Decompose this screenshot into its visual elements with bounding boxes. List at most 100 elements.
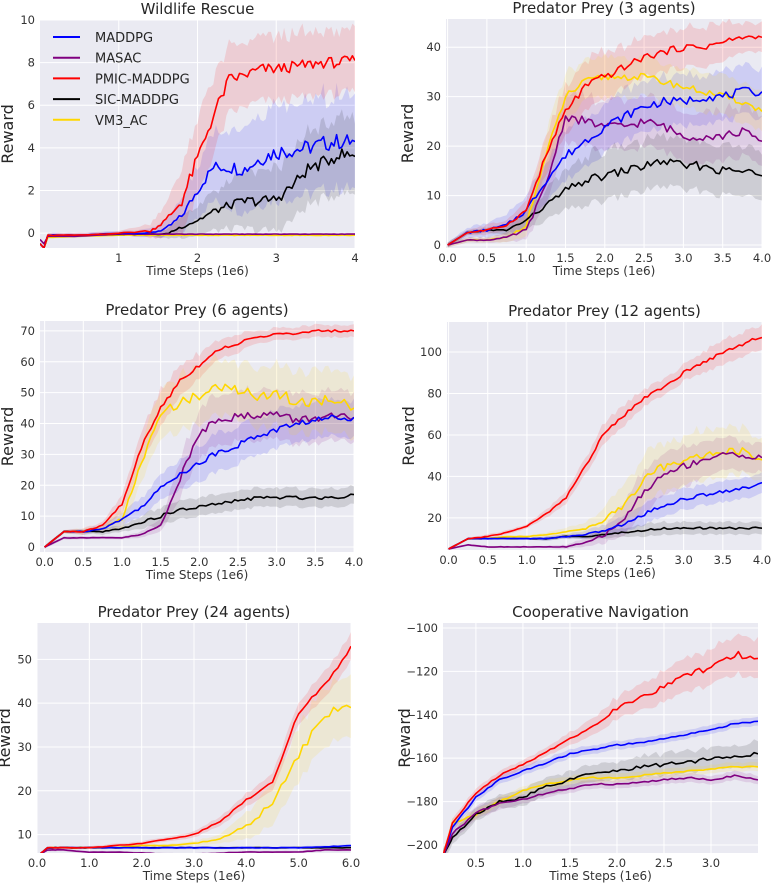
- x-tick-label: 4.0: [345, 555, 363, 569]
- x-tick-label: 4.0: [237, 856, 255, 870]
- y-tick-label: 6: [28, 98, 35, 112]
- x-tick-label: 0.0: [439, 553, 457, 567]
- y-tick-label: −100: [406, 621, 438, 635]
- line-masac: [44, 411, 354, 548]
- band-pmic-maddpg: [40, 632, 351, 853]
- y-tick-label: −140: [406, 708, 438, 722]
- legend-label: SIC-MADDPG: [95, 93, 179, 108]
- y-axis-label: Reward: [0, 104, 17, 164]
- legend-label: VM3_AC: [95, 114, 148, 129]
- y-tick-label: −200: [406, 838, 438, 852]
- y-tick-label: 10: [20, 509, 35, 523]
- y-tick-label: 20: [427, 511, 442, 525]
- band-sic-maddpg: [447, 132, 762, 248]
- x-tick-label: 4: [351, 251, 358, 265]
- x-axis-label: Time Steps (1e6): [552, 264, 656, 278]
- line-vm3-ac: [448, 447, 762, 550]
- line-sic-maddpg: [447, 158, 762, 246]
- y-tick-label: 8: [28, 56, 35, 70]
- x-tick-label: 2: [194, 251, 201, 265]
- x-tick-label: 2.0: [596, 251, 614, 265]
- band-maddpg: [40, 844, 351, 853]
- x-tick-label: 0.0: [438, 251, 456, 265]
- x-tick-label: 2.0: [596, 553, 614, 567]
- band-pmic-maddpg: [443, 633, 758, 853]
- subplot-title: Predator Prey (24 agents): [98, 603, 291, 621]
- x-axis-label: Time Steps (1e6): [142, 869, 246, 883]
- band-masac: [44, 385, 354, 549]
- x-tick-label: 2.5: [635, 251, 653, 265]
- series-group: [40, 23, 355, 248]
- line-maddpg: [443, 720, 758, 853]
- line-pmic-maddpg: [44, 329, 354, 548]
- x-tick-label: 3.5: [714, 251, 732, 265]
- x-tick-label: 1.0: [514, 856, 532, 870]
- y-tick-label: 40: [20, 417, 35, 431]
- y-tick-label: 2: [28, 183, 35, 197]
- subplot-title: Predator Prey (3 agents): [512, 0, 695, 17]
- series-group: [44, 323, 354, 549]
- y-tick-label: 30: [20, 447, 35, 461]
- x-tick-label: 3.0: [185, 856, 203, 870]
- line-pmic-maddpg: [443, 650, 758, 853]
- band-masac: [443, 770, 758, 853]
- line-masac: [443, 774, 758, 853]
- x-tick-label: 1.5: [152, 555, 170, 569]
- x-tick-label: 2.0: [133, 856, 151, 870]
- legend-label: MADDPG: [95, 31, 153, 46]
- series-group: [448, 324, 762, 550]
- y-tick-label: 30: [17, 740, 32, 754]
- x-tick-label: 5.0: [290, 856, 308, 870]
- legend-item-vm3-ac: VM3_AC: [53, 114, 148, 129]
- band-pmic-maddpg: [44, 323, 354, 549]
- x-tick-label: 3.5: [714, 553, 732, 567]
- y-tick-label: 40: [427, 469, 442, 483]
- y-tick-label: 0: [28, 540, 35, 554]
- line-maddpg: [44, 414, 354, 548]
- y-tick-label: 4: [28, 141, 35, 155]
- y-tick-label: 40: [17, 696, 32, 710]
- y-tick-label: 50: [20, 386, 35, 400]
- band-sic-maddpg: [40, 109, 355, 248]
- band-sic-maddpg: [44, 484, 354, 549]
- x-tick-label: 0.5: [478, 251, 496, 265]
- y-tick-label: 50: [17, 652, 32, 666]
- subplot-wildlife-rescue: 1 2 3 4 0 2 4 6 8 10 Wildlife Rescue Time Steps (1e…: [0, 0, 359, 278]
- x-tick-label: 4.0: [753, 553, 771, 567]
- line-masac: [41, 848, 351, 853]
- y-tick-label: 10: [426, 189, 441, 203]
- subplot-title: Predator Prey (12 agents): [508, 302, 701, 320]
- plot-area: [447, 322, 762, 550]
- x-axis-label: Time Steps (1e6): [552, 566, 656, 580]
- y-axis-label: Reward: [0, 708, 14, 768]
- band-maddpg: [448, 472, 762, 550]
- line-pmic-maddpg: [39, 645, 351, 853]
- x-tick-label: 0.0: [35, 555, 53, 569]
- x-tick-label: 2.5: [635, 553, 653, 567]
- x-tick-label: 2.0: [190, 555, 208, 569]
- x-tick-label: 3.0: [268, 555, 286, 569]
- x-tick-label: 2.0: [608, 856, 626, 870]
- x-tick-label: 1.5: [557, 553, 575, 567]
- x-tick-label: 3.0: [702, 856, 720, 870]
- x-tick-label: 3.5: [306, 555, 324, 569]
- line-maddpg: [447, 86, 762, 246]
- x-axis-label: Time Steps (1e6): [548, 869, 652, 883]
- series-group: [447, 19, 762, 248]
- x-tick-label: 2.5: [655, 856, 673, 870]
- x-tick-label: 1: [115, 251, 122, 265]
- y-axis-label: Reward: [395, 708, 414, 768]
- x-tick-label: 1.5: [561, 856, 579, 870]
- band-pmic-maddpg: [447, 19, 762, 248]
- line-pmic-maddpg: [40, 54, 355, 248]
- subplot-predator-prey-3-agents: 0.0 0.5 1.0 1.5 2.0 2.5 3.0 3.5 4.0 0 10 20 30 40 Pred…: [398, 0, 771, 278]
- y-tick-label: −160: [406, 751, 438, 765]
- x-tick-label: 0.5: [467, 856, 485, 870]
- y-tick-label: 40: [426, 40, 441, 54]
- band-vm3-ac: [443, 761, 758, 853]
- subplot-predator-prey-12-agents: 0.0 0.5 1.0 1.5 2.0 2.5 3.0 3.5 4.0 20 40 60 80 100 Pr…: [399, 302, 771, 580]
- y-tick-label: 30: [426, 90, 441, 104]
- legend-label: PMIC-MADDPG: [95, 72, 190, 87]
- band-pmic-maddpg: [448, 324, 762, 550]
